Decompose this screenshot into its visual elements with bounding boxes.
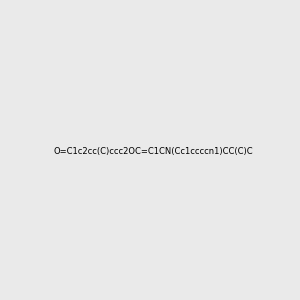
Text: O=C1c2cc(C)ccc2OC=C1CN(Cc1ccccn1)CC(C)C: O=C1c2cc(C)ccc2OC=C1CN(Cc1ccccn1)CC(C)C bbox=[54, 147, 254, 156]
